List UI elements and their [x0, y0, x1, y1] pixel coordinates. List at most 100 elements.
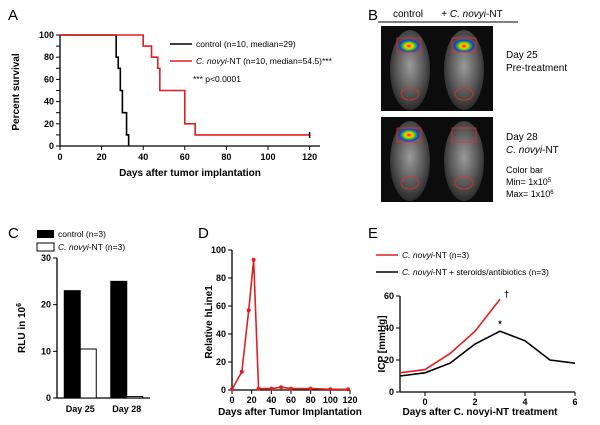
data-point — [239, 369, 244, 374]
y-tick-label: 80 — [44, 52, 54, 62]
y-tick-label: 0 — [389, 387, 394, 397]
x-tick-label: 120 — [342, 395, 357, 405]
data-point — [308, 386, 313, 391]
x-tick-label: 0 — [57, 152, 62, 162]
panel-d-line-chart: 0 20 40 60 80 100 120 0 20 40 60 80 100 Days after … — [204, 245, 362, 418]
y-tick-label: 60 — [384, 291, 394, 301]
death-marker: † — [504, 289, 509, 299]
bar-control — [63, 290, 81, 399]
x-tick-label: 0 — [422, 397, 427, 407]
y-tick-label: 30 — [41, 253, 51, 263]
x-tick-label: 40 — [138, 152, 148, 162]
x-tick-label: 60 — [286, 395, 296, 405]
category-label: Day 25 — [66, 404, 95, 414]
x-tick-label: 100 — [260, 152, 275, 162]
x-tick-label: 100 — [323, 395, 338, 405]
x-tick-label: 0 — [229, 395, 234, 405]
x-tick-label: 2 — [472, 397, 477, 407]
column-label-control: control — [393, 9, 423, 20]
x-tick-label: 40 — [266, 395, 276, 405]
x-tick-label: 20 — [247, 395, 257, 405]
legend-control-swatch — [37, 230, 54, 238]
row2-day-label: Day 28 — [506, 132, 538, 143]
data-point — [256, 386, 261, 391]
data-point — [346, 387, 351, 392]
y-tick-label: 40 — [384, 323, 394, 333]
x-tick-label: 60 — [180, 152, 190, 162]
panel-a-y-label: Percent survival — [11, 53, 22, 130]
panel-letter-b: B — [368, 7, 378, 24]
category-label: Day 28 — [112, 404, 141, 414]
panel-d-y-label: Relative hLine1 — [204, 285, 215, 359]
p-value-annotation: *** p<0.0001 — [193, 74, 241, 84]
y-tick-label: 0 — [221, 385, 226, 395]
y-tick-label: 60 — [44, 74, 54, 84]
colorbar-title: Color bar — [506, 165, 543, 175]
panel-e-x-label: Days after C. novyi-NT treatment — [402, 407, 558, 418]
bar-treatment — [79, 348, 97, 399]
row1-condition-label: Pre-treatment — [506, 63, 567, 74]
survival-curve-treatment — [60, 34, 310, 136]
y-tick-label: 80 — [216, 273, 226, 283]
y-tick-label: 100 — [39, 30, 54, 40]
panel-letter-e: E — [368, 225, 378, 242]
y-tick-label: 20 — [41, 300, 51, 310]
hline1-curve — [231, 259, 349, 391]
data-point — [251, 257, 256, 262]
panel-letter-c: C — [8, 225, 19, 242]
x-tick-label: 80 — [221, 152, 231, 162]
row1-day-label: Day 25 — [506, 50, 538, 61]
panel-a-survival-chart: 0 20 40 60 80 100 120 0 20 40 60 80 100 Days after … — [11, 30, 333, 179]
y-tick-label: 10 — [41, 346, 51, 356]
legend-black-label: C. novyi-NT + steroids/antibiotics (n=3) — [402, 267, 549, 277]
panel-c-y-label: RLU in 106 — [16, 303, 28, 353]
y-tick-label: 20 — [216, 357, 226, 367]
tumor-signal-control-day25 — [398, 39, 420, 53]
y-tick-label: 60 — [216, 301, 226, 311]
bar-control — [110, 280, 128, 399]
x-tick-label: 20 — [97, 152, 107, 162]
y-tick-label: 20 — [384, 355, 394, 365]
panel-e-y-label: ICP [mmHg] — [377, 315, 388, 372]
row2-condition-label: C. novyi-NT — [506, 145, 559, 156]
colorbar-min: Min= 1x105 — [506, 177, 552, 187]
data-point — [279, 385, 284, 390]
significance-marker: * — [498, 319, 502, 329]
panel-b-imaging: control + C. novyi-NT Day 25 Pre — [378, 9, 567, 202]
icp-curve-treatment — [399, 298, 501, 374]
panel-d-x-label: Days after Tumor Implantation — [218, 407, 362, 418]
x-tick-label: 6 — [572, 397, 577, 407]
legend-treatment-label: C. novyi-NT (n=10, median=54.5)*** — [196, 56, 333, 66]
legend-treatment-swatch — [36, 242, 55, 252]
data-point — [289, 386, 293, 391]
legend-red-label: C. novyi-NT (n=3) — [402, 250, 469, 260]
y-tick-label: 20 — [44, 119, 54, 129]
survival-curve-control — [60, 34, 130, 146]
column-label-treatment: + C. novyi-NT — [441, 9, 502, 20]
panel-e-line-chart: C. novyi-NT (n=3) C. novyi-NT + steroids… — [376, 250, 578, 418]
y-tick-label: 40 — [216, 329, 226, 339]
bioluminescence-image-day25 — [381, 26, 493, 111]
x-tick-label: 4 — [522, 397, 527, 407]
data-point — [269, 386, 274, 391]
tumor-signal-treatment-day25 — [453, 39, 475, 53]
panel-letter-a: A — [8, 7, 18, 24]
data-point — [246, 308, 251, 313]
data-point — [230, 387, 234, 392]
y-tick-label: 100 — [211, 245, 226, 255]
panel-a-x-label: Days after tumor implantation — [119, 168, 261, 179]
y-tick-label: 0 — [46, 393, 51, 403]
colorbar-max: Max= 1x106 — [506, 189, 554, 199]
x-tick-label: 120 — [302, 152, 317, 162]
y-tick-label: 0 — [49, 141, 54, 151]
legend-control-label: control (n=3) — [58, 229, 106, 239]
tumor-signal-control-day28 — [398, 128, 420, 142]
bioluminescence-image-day28 — [381, 117, 493, 202]
legend-treatment-label: C. novyi-NT (n=3) — [58, 242, 125, 252]
x-tick-label: 80 — [306, 395, 316, 405]
legend-control-label: control (n=10, median=29) — [196, 39, 296, 49]
bar-treatment — [126, 396, 144, 399]
panel-letter-d: D — [198, 225, 209, 242]
icp-curve-steroids — [399, 330, 576, 377]
